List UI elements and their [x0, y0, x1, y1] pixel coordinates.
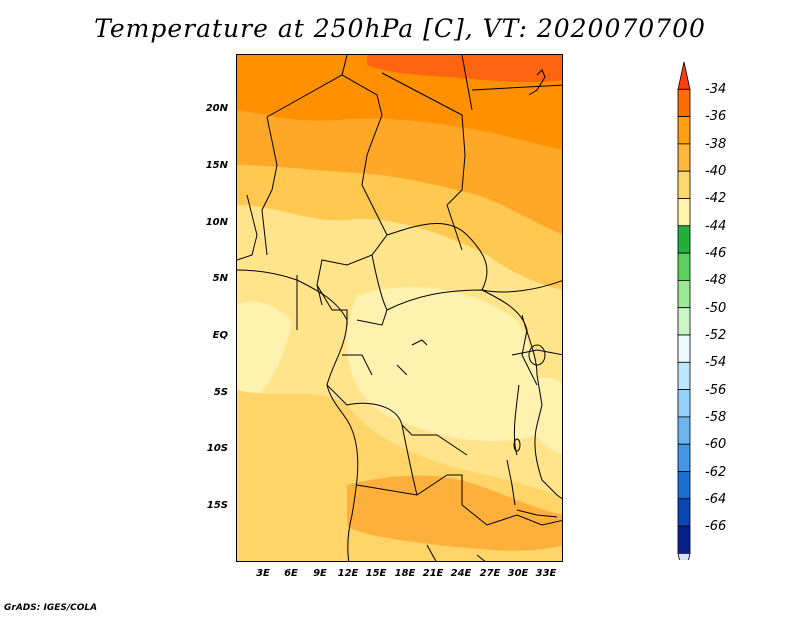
colorbar-label: -44 [705, 219, 727, 234]
colorbar-label: -62 [705, 465, 727, 480]
colorbar-swatch [677, 471, 691, 500]
lakes [396, 69, 558, 518]
colorbar-label: -54 [705, 355, 727, 370]
colorbar-swatch [677, 225, 691, 254]
colorbar-swatch [677, 198, 691, 227]
colorbar-swatch [677, 334, 691, 363]
colorbar-label: -50 [705, 301, 727, 316]
colorbar-swatch [677, 416, 691, 445]
lon-label: 3E [256, 568, 270, 579]
colorbar-label: -42 [705, 191, 727, 206]
colorbar-swatch [677, 88, 691, 117]
colorbar [677, 61, 691, 560]
region-fill-44-east [522, 377, 562, 455]
lat-label: 15S [206, 500, 228, 511]
lat-label: 15N [205, 160, 228, 171]
lon-label: 21E [422, 568, 444, 579]
lat-label: 5N [212, 273, 228, 284]
colorbar-swatch [677, 525, 691, 554]
colorbar-label: -40 [705, 164, 727, 179]
lat-label: EQ [212, 330, 228, 341]
lat-label: 5S [213, 387, 228, 398]
colorbar-label: -46 [705, 246, 727, 261]
map-panel [236, 54, 563, 562]
colorbar-arrow-top [677, 61, 691, 90]
lon-label: 18E [394, 568, 416, 579]
colorbar-swatch [677, 116, 691, 145]
temperature-map [237, 55, 562, 561]
lon-label: 33E [535, 568, 557, 579]
lon-label: 6E [284, 568, 298, 579]
chart-title: Temperature at 250hPa [C], VT: 202007070… [94, 14, 706, 43]
colorbar-label: -66 [705, 519, 727, 534]
colorbar-label: -34 [705, 82, 727, 97]
lon-label: 30E [507, 568, 529, 579]
colorbar-swatch [677, 361, 691, 390]
lon-label: 27E [479, 568, 501, 579]
lat-label: 10S [206, 443, 228, 454]
colorbar-label: -60 [705, 437, 727, 452]
lat-label: 10N [205, 217, 228, 228]
colorbar-label: -52 [705, 328, 727, 343]
colorbar-swatch [677, 252, 691, 281]
lat-label: 20N [205, 103, 228, 114]
colorbar-swatch [677, 307, 691, 336]
colorbar-swatch [677, 498, 691, 527]
colorbar-label: -38 [705, 137, 727, 152]
lon-label: 12E [337, 568, 359, 579]
region-fill-44-west [237, 301, 292, 415]
colorbar-swatch [677, 279, 691, 309]
colorbar-swatch [677, 389, 691, 418]
country-borders [237, 55, 562, 561]
colorbar-label: -36 [705, 109, 727, 124]
colorbar-label: -48 [705, 273, 727, 288]
colorbar-arrow-bottom [677, 552, 691, 560]
colorbar-swatch [677, 170, 691, 199]
region-fill-44-center [347, 287, 541, 442]
lon-label: 24E [450, 568, 472, 579]
lon-label: 9E [313, 568, 327, 579]
colorbar-swatch [677, 143, 691, 172]
colorbar-label: -64 [705, 492, 727, 507]
credit-text: GrADS: IGES/COLA [4, 603, 98, 613]
lon-label: 15E [365, 568, 387, 579]
colorbar-label: -58 [705, 410, 727, 425]
colorbar-swatch [677, 443, 691, 472]
colorbar-label: -56 [705, 383, 727, 398]
region-fill-38-south [347, 475, 562, 551]
